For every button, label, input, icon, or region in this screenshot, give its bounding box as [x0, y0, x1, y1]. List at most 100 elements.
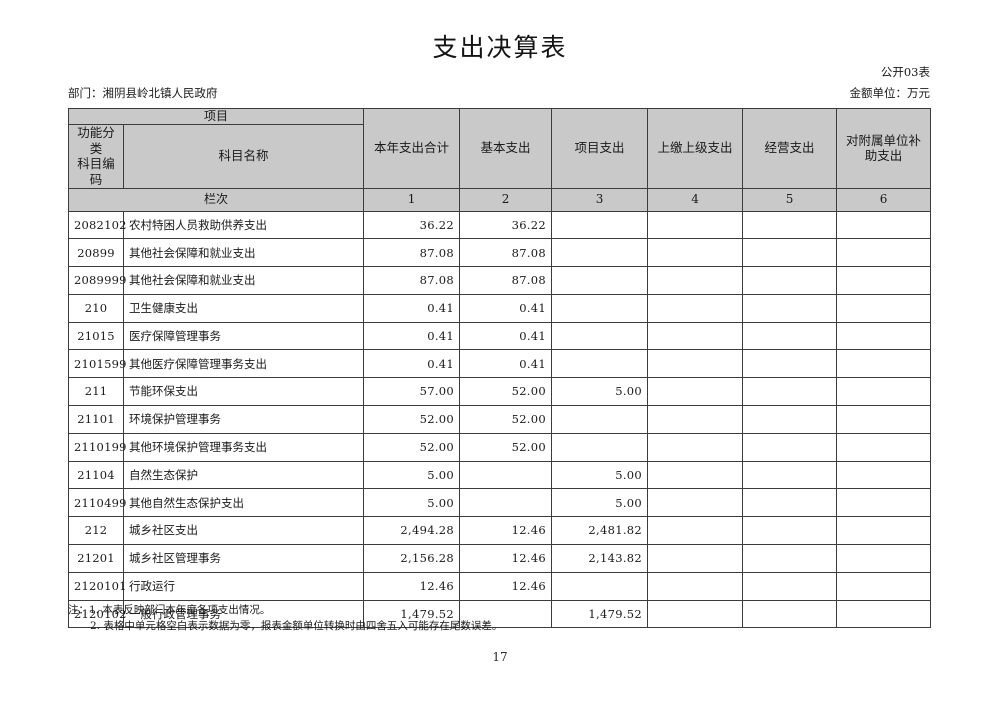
cell-project: 1,479.52 — [551, 599, 649, 629]
cell-remit-upper — [647, 266, 744, 295]
cell-subject-name: 其他环境保护管理事务支出 — [122, 432, 365, 462]
page-number: 17 — [492, 650, 508, 664]
header-project-group: 项目 — [67, 108, 365, 125]
cell-subsidy — [836, 516, 932, 546]
cell-remit-upper — [647, 432, 744, 462]
cell-project — [551, 210, 649, 240]
cell-remit-upper — [647, 488, 744, 518]
cell-basic: 12.46 — [459, 571, 553, 601]
rank-number-5: 5 — [742, 187, 838, 212]
header-function-code-line2: 科目编码 — [77, 156, 115, 187]
cell-subsidy — [836, 266, 932, 295]
cell-basic: 52.00 — [459, 405, 553, 434]
cell-project — [551, 238, 649, 268]
cell-project: 2,481.82 — [551, 516, 649, 546]
cell-subject-name: 其他社会保障和就业支出 — [122, 266, 365, 295]
note-line-2: 2. 表格中单元格空白表示数据为零，报表金额单位转换时由四舍五入可能存在尾数误差… — [90, 620, 503, 633]
cell-subject-name: 一般行政管理事务 — [122, 599, 365, 629]
cell-remit-upper — [647, 460, 744, 490]
header-row-subjects: 功能分类 科目编码 科目名称 — [68, 124, 931, 189]
cell-project: 2,143.82 — [551, 544, 649, 573]
cell-subsidy — [836, 293, 932, 323]
form-code-label: 公开03表 — [880, 65, 930, 79]
header-project-expenditure: 项目支出 — [551, 108, 649, 189]
cell-total: 57.00 — [363, 377, 461, 407]
cell-total: 5.00 — [363, 488, 461, 518]
cell-subject-name: 卫生健康支出 — [122, 293, 365, 323]
cell-function-code: 2120102 — [68, 599, 126, 629]
cell-function-code: 212 — [68, 516, 124, 546]
cell-operating — [742, 544, 838, 573]
cell-subsidy — [836, 460, 932, 490]
note-line-1: 注：1. 本表反映部门本年度各项支出情况。 — [68, 604, 271, 616]
cell-basic: 12.46 — [459, 516, 553, 546]
table-row: 21201 城乡社区管理事务 2,156.28 12.46 2,143.82 — [68, 544, 932, 573]
rank-number-3: 3 — [551, 187, 649, 212]
cell-operating — [742, 599, 838, 629]
header-function-code-line1: 功能分类 — [77, 125, 115, 156]
cell-project — [551, 266, 649, 295]
cell-total: 52.00 — [363, 432, 461, 462]
header-remit-upper: 上缴上级支出 — [647, 108, 744, 189]
cell-subject-name: 自然生态保护 — [122, 460, 365, 490]
cell-operating — [742, 293, 838, 323]
cell-total: 87.08 — [363, 238, 461, 268]
cell-subject-name: 节能环保支出 — [122, 377, 365, 407]
cell-total: 2,494.28 — [363, 516, 461, 546]
cell-basic — [459, 488, 553, 518]
header-function-code: 功能分类 科目编码 — [68, 124, 124, 189]
cell-operating — [742, 266, 838, 295]
table-row: 2120102 一般行政管理事务 1,479.52 1,479.52 — [68, 599, 932, 629]
table-notes: 注：1. 本表反映部门本年度各项支出情况。 2. 表格中单元格空白表示数据为零，… — [68, 602, 930, 635]
cell-basic — [459, 460, 553, 490]
header-subsidy: 对附属单位补助支出 — [836, 108, 932, 189]
cell-basic: 0.41 — [459, 293, 553, 323]
table-row: 210 卫生健康支出 0.41 0.41 — [68, 293, 932, 323]
cell-function-code: 20899 — [68, 238, 124, 268]
table-row: 2082102 农村特困人员救助供养支出 36.22 36.22 — [68, 210, 932, 240]
cell-function-code: 21201 — [68, 544, 124, 573]
header-operating: 经营支出 — [742, 108, 838, 189]
rank-number-6: 6 — [836, 187, 932, 212]
page-title: 支出决算表 — [432, 33, 568, 62]
cell-total: 0.41 — [363, 349, 461, 379]
header-row-group: 项目 本年支出合计 基本支出 项目支出 上缴上级支出 经营支出 对附属单位补助支… — [67, 108, 932, 189]
cell-subject-name: 城乡社区支出 — [122, 516, 365, 546]
cell-subject-name: 环境保护管理事务 — [122, 405, 365, 434]
cell-remit-upper — [647, 293, 744, 323]
cell-function-code: 2120101 — [68, 571, 126, 601]
cell-total: 5.00 — [363, 460, 461, 490]
cell-subject-name: 农村特困人员救助供养支出 — [122, 210, 365, 240]
cell-remit-upper — [647, 405, 744, 434]
cell-subsidy — [836, 571, 932, 601]
cell-subject-name: 其他自然生态保护支出 — [122, 488, 365, 518]
cell-basic: 0.41 — [459, 349, 553, 379]
cell-basic: 87.08 — [459, 238, 553, 268]
cell-remit-upper — [647, 599, 744, 629]
table-row: 21101 环境保护管理事务 52.00 52.00 — [68, 405, 932, 434]
cell-subsidy — [836, 405, 932, 434]
expenditure-table-wrapper: 项目 本年支出合计 基本支出 项目支出 上缴上级支出 经营支出 对附属单位补助支… — [67, 108, 932, 629]
cell-function-code: 2110199 — [68, 432, 126, 462]
table-row: 2110499 其他自然生态保护支出 5.00 5.00 — [68, 488, 932, 518]
cell-subject-name: 其他医疗保障管理事务支出 — [122, 349, 365, 379]
cell-subsidy — [836, 321, 932, 351]
cell-subsidy — [836, 488, 932, 518]
rank-number-2: 2 — [459, 187, 553, 212]
table-row: 211 节能环保支出 57.00 52.00 5.00 — [68, 377, 932, 407]
cell-total: 1,479.52 — [363, 599, 461, 629]
table-body: 2082102 农村特困人员救助供养支出 36.22 36.22 20899 其他社会保障… — [68, 210, 932, 629]
cell-subsidy — [836, 238, 932, 268]
cell-function-code: 2101599 — [68, 349, 126, 379]
cell-remit-upper — [647, 377, 744, 407]
cell-project — [551, 293, 649, 323]
cell-subsidy — [836, 544, 932, 573]
rank-label: 栏次 — [67, 187, 365, 212]
cell-project — [551, 349, 649, 379]
cell-project: 5.00 — [551, 488, 649, 518]
table-row: 212 城乡社区支出 2,494.28 12.46 2,481.82 — [68, 516, 932, 546]
cell-operating — [742, 571, 838, 601]
cell-project — [551, 405, 649, 434]
header-row-rank: 栏次 1 2 3 4 5 6 — [67, 187, 932, 212]
